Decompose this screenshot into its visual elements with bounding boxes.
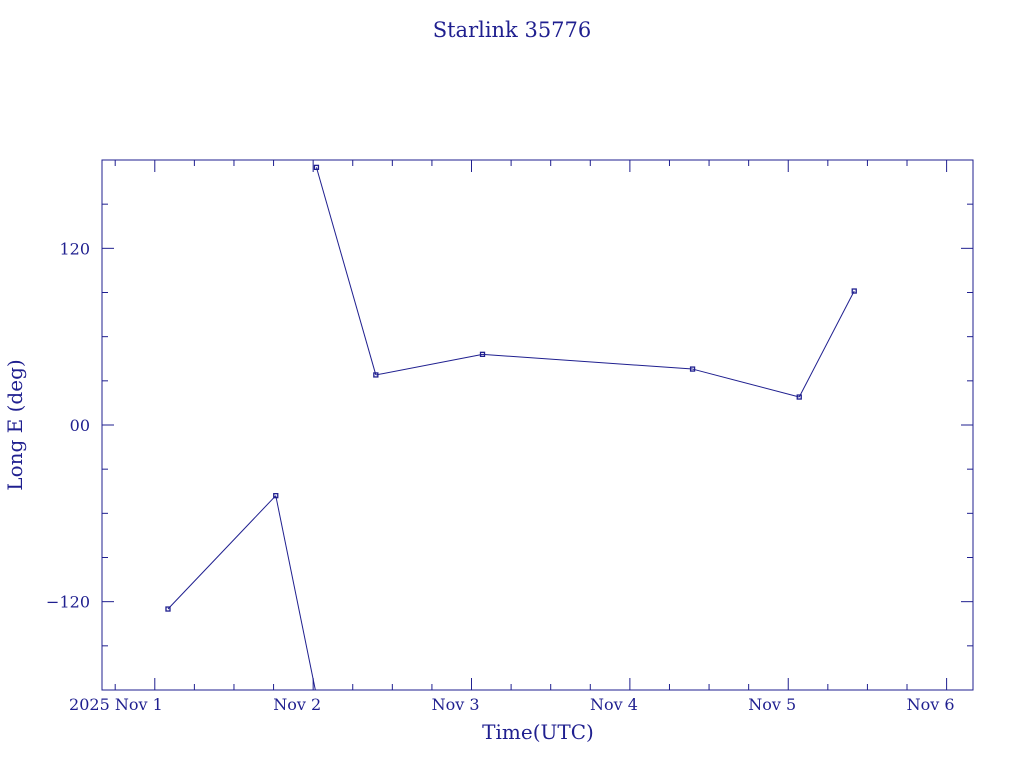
data-point (373, 372, 379, 378)
series-line (167, 167, 855, 691)
line-segment (798, 290, 855, 398)
chart-title: Starlink 35776 (433, 18, 592, 42)
x-tick-label: Nov 2 (273, 695, 321, 714)
data-point (851, 288, 857, 294)
y-axis-label: Long E (deg) (3, 359, 27, 490)
line-segment (375, 353, 483, 376)
line-segment (167, 495, 277, 610)
y-tick-label: 00 (70, 416, 90, 435)
series-markers (165, 164, 857, 612)
line-segment (275, 495, 316, 691)
y-tick-label: 120 (59, 239, 90, 258)
axis-ticks (102, 159, 973, 691)
data-point (689, 366, 696, 372)
axis-tick-labels: 2025 Nov 1 Nov 2 Nov 3 Nov 4 Nov 5 Nov 6 −120 0… (46, 239, 955, 714)
data-point (313, 164, 320, 171)
data-point (273, 493, 279, 499)
data-point (796, 394, 802, 400)
x-tick-label: Nov 4 (590, 695, 638, 714)
x-tick-label: Nov 6 (907, 695, 955, 714)
x-tick-label: Nov 3 (432, 695, 480, 714)
line-segment (482, 353, 693, 370)
line-segment (315, 167, 377, 376)
data-point (165, 606, 171, 612)
line-segment (692, 368, 800, 398)
x-tick-label: Nov 5 (748, 695, 796, 714)
x-tick-label: 2025 Nov 1 (69, 695, 163, 714)
plot-frame (101, 159, 974, 691)
x-axis-label: Time(UTC) (482, 720, 594, 744)
y-tick-label: −120 (46, 593, 90, 612)
data-point (479, 351, 486, 357)
